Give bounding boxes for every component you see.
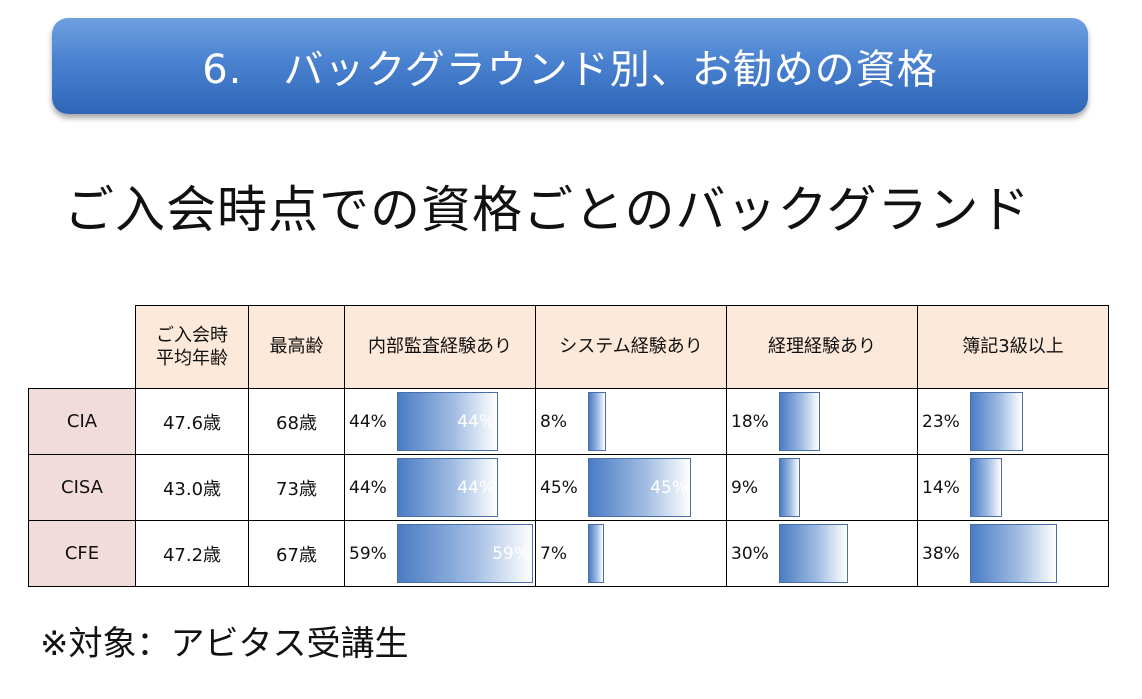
slide-subtitle: ご入会時点での資格ごとのバックグランド xyxy=(64,181,1031,239)
accounting-cell: 9% xyxy=(726,454,918,521)
system-pct: 45% xyxy=(540,477,578,498)
header-accounting: 経理経験あり xyxy=(726,305,918,389)
audit-bar: 44% xyxy=(397,458,498,517)
bookkeeping-pct: 14% xyxy=(922,477,960,498)
bookkeeping-cell: 38% xyxy=(917,520,1109,587)
table-row: CIA 47.6歳 68歳 44% 44% 8% 18% 23% xyxy=(28,388,1109,455)
accounting-pct: 30% xyxy=(731,543,769,564)
accounting-bar xyxy=(779,524,848,583)
header-system: システム経験あり xyxy=(535,305,727,389)
audit-bar-label: 59% xyxy=(492,543,530,564)
avg-age-cell: 43.0歳 xyxy=(135,454,249,521)
bookkeeping-pct: 38% xyxy=(922,543,960,564)
audit-cell: 44% 44% xyxy=(344,454,536,521)
bookkeeping-cell: 23% xyxy=(917,388,1109,455)
avg-age-cell: 47.2歳 xyxy=(135,520,249,587)
system-bar xyxy=(588,524,604,583)
section-banner: 6. バックグラウンド別、お勧めの資格 xyxy=(52,18,1088,114)
row-label: CFE xyxy=(28,520,136,587)
bookkeeping-pct: 23% xyxy=(922,411,960,432)
max-age-cell: 67歳 xyxy=(248,520,345,587)
system-bar xyxy=(588,392,606,451)
system-pct: 8% xyxy=(540,411,567,432)
accounting-cell: 18% xyxy=(726,388,918,455)
header-row: ご入会時 平均年齢 最高齢 内部監査経験あり システム経験あり 経理経験あり 簿… xyxy=(28,305,1109,389)
bookkeeping-bar xyxy=(970,392,1023,451)
max-age-cell: 73歳 xyxy=(248,454,345,521)
row-label: CIA xyxy=(28,388,136,455)
footnote: ※対象：アビタス受講生 xyxy=(40,624,409,664)
audit-pct: 59% xyxy=(349,543,387,564)
corner-cell xyxy=(28,305,136,389)
bookkeeping-bar xyxy=(970,524,1057,583)
audit-cell: 44% 44% xyxy=(344,388,536,455)
accounting-pct: 18% xyxy=(731,411,769,432)
accounting-bar xyxy=(779,392,820,451)
audit-cell: 59% 59% xyxy=(344,520,536,587)
audit-pct: 44% xyxy=(349,477,387,498)
qualification-background-table: ご入会時 平均年齢 最高齢 内部監査経験あり システム経験あり 経理経験あり 簿… xyxy=(28,305,1109,587)
header-bookkeeping: 簿記3級以上 xyxy=(917,305,1109,389)
system-cell: 8% xyxy=(535,388,727,455)
system-bar: 45% xyxy=(588,458,691,517)
system-bar-label: 45% xyxy=(650,477,688,498)
system-cell: 7% xyxy=(535,520,727,587)
section-title: 6. バックグラウンド別、お勧めの資格 xyxy=(202,47,938,93)
table-row: CFE 47.2歳 67歳 59% 59% 7% 30% 38% xyxy=(28,520,1109,587)
bookkeeping-bar xyxy=(970,458,1002,517)
avg-age-cell: 47.6歳 xyxy=(135,388,249,455)
accounting-cell: 30% xyxy=(726,520,918,587)
max-age-cell: 68歳 xyxy=(248,388,345,455)
header-max-age: 最高齢 xyxy=(248,305,345,389)
audit-pct: 44% xyxy=(349,411,387,432)
table-row: CISA 43.0歳 73歳 44% 44% 45% 45% 9% 14% xyxy=(28,454,1109,521)
audit-bar: 44% xyxy=(397,392,498,451)
accounting-bar xyxy=(779,458,800,517)
accounting-pct: 9% xyxy=(731,477,758,498)
audit-bar-label: 44% xyxy=(457,477,495,498)
audit-bar: 59% xyxy=(397,524,533,583)
system-pct: 7% xyxy=(540,543,567,564)
system-cell: 45% 45% xyxy=(535,454,727,521)
header-avg-age: ご入会時 平均年齢 xyxy=(135,305,249,389)
row-label: CISA xyxy=(28,454,136,521)
audit-bar-label: 44% xyxy=(457,411,495,432)
header-audit: 内部監査経験あり xyxy=(344,305,536,389)
bookkeeping-cell: 14% xyxy=(917,454,1109,521)
